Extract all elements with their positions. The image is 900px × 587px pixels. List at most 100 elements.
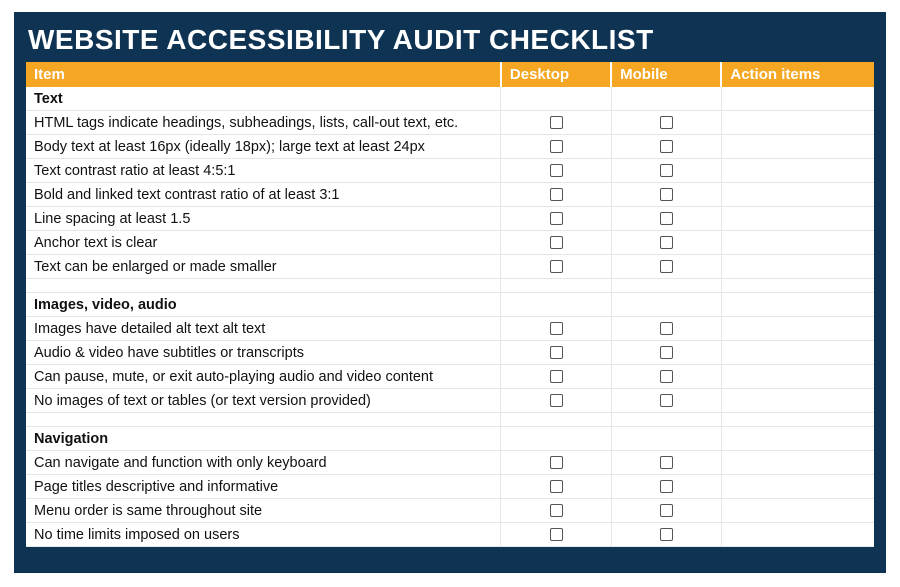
item-label: Images have detailed alt text alt text [26, 317, 501, 341]
item-label: HTML tags indicate headings, subheadings… [26, 111, 501, 135]
action-items-cell[interactable] [721, 111, 874, 135]
desktop-checkbox[interactable] [550, 188, 563, 201]
desktop-cell [501, 255, 611, 279]
action-items-cell[interactable] [721, 255, 874, 279]
item-label: Body text at least 16px (ideally 18px); … [26, 135, 501, 159]
mobile-checkbox[interactable] [660, 188, 673, 201]
page-title: WEBSITE ACCESSIBILITY AUDIT CHECKLIST [28, 24, 874, 56]
mobile-checkbox[interactable] [660, 370, 673, 383]
item-label: Anchor text is clear [26, 231, 501, 255]
section-row: Text [26, 87, 874, 111]
mobile-checkbox[interactable] [660, 140, 673, 153]
table-row: No images of text or tables (or text ver… [26, 389, 874, 413]
mobile-checkbox[interactable] [660, 212, 673, 225]
mobile-cell [611, 389, 721, 413]
empty-cell [501, 293, 611, 317]
mobile-checkbox[interactable] [660, 528, 673, 541]
mobile-checkbox[interactable] [660, 322, 673, 335]
action-items-cell[interactable] [721, 207, 874, 231]
action-items-cell[interactable] [721, 475, 874, 499]
table-row: Anchor text is clear [26, 231, 874, 255]
table-row: Can pause, mute, or exit auto-playing au… [26, 365, 874, 389]
table-row: Audio & video have subtitles or transcri… [26, 341, 874, 365]
desktop-cell [501, 499, 611, 523]
desktop-checkbox[interactable] [550, 394, 563, 407]
table-row: Images have detailed alt text alt text [26, 317, 874, 341]
table-row: Text can be enlarged or made smaller [26, 255, 874, 279]
desktop-cell [501, 523, 611, 547]
desktop-checkbox[interactable] [550, 236, 563, 249]
action-items-cell[interactable] [721, 317, 874, 341]
empty-cell [611, 413, 721, 427]
mobile-cell [611, 159, 721, 183]
action-items-cell[interactable] [721, 135, 874, 159]
action-items-cell[interactable] [721, 499, 874, 523]
table-row: Text contrast ratio at least 4:5:1 [26, 159, 874, 183]
checklist-table: Item Desktop Mobile Action items TextHTM… [26, 62, 874, 547]
empty-cell [26, 279, 501, 293]
desktop-checkbox[interactable] [550, 212, 563, 225]
action-items-cell[interactable] [721, 341, 874, 365]
table-row: Menu order is same throughout site [26, 499, 874, 523]
mobile-cell [611, 341, 721, 365]
action-items-cell[interactable] [721, 159, 874, 183]
mobile-checkbox[interactable] [660, 260, 673, 273]
desktop-checkbox[interactable] [550, 140, 563, 153]
empty-cell [501, 427, 611, 451]
desktop-cell [501, 365, 611, 389]
desktop-checkbox[interactable] [550, 116, 563, 129]
item-label: Can pause, mute, or exit auto-playing au… [26, 365, 501, 389]
desktop-cell [501, 389, 611, 413]
col-header-desktop: Desktop [501, 62, 611, 87]
mobile-cell [611, 183, 721, 207]
action-items-cell[interactable] [721, 231, 874, 255]
desktop-checkbox[interactable] [550, 322, 563, 335]
empty-cell [26, 413, 501, 427]
spacer-row [26, 413, 874, 427]
action-items-cell[interactable] [721, 183, 874, 207]
desktop-cell [501, 207, 611, 231]
empty-cell [611, 293, 721, 317]
desktop-cell [501, 135, 611, 159]
action-items-cell[interactable] [721, 523, 874, 547]
item-label: Can navigate and function with only keyb… [26, 451, 501, 475]
mobile-cell [611, 317, 721, 341]
desktop-checkbox[interactable] [550, 456, 563, 469]
section-name: Images, video, audio [26, 293, 501, 317]
desktop-checkbox[interactable] [550, 346, 563, 359]
desktop-checkbox[interactable] [550, 164, 563, 177]
action-items-cell[interactable] [721, 365, 874, 389]
item-label: No images of text or tables (or text ver… [26, 389, 501, 413]
desktop-checkbox[interactable] [550, 260, 563, 273]
table-header-row: Item Desktop Mobile Action items [26, 62, 874, 87]
mobile-cell [611, 255, 721, 279]
empty-cell [501, 279, 611, 293]
item-label: Page titles descriptive and informative [26, 475, 501, 499]
item-label: Text can be enlarged or made smaller [26, 255, 501, 279]
desktop-cell [501, 231, 611, 255]
empty-cell [721, 413, 874, 427]
mobile-checkbox[interactable] [660, 456, 673, 469]
spacer-row [26, 279, 874, 293]
mobile-checkbox[interactable] [660, 394, 673, 407]
action-items-cell[interactable] [721, 451, 874, 475]
desktop-checkbox[interactable] [550, 528, 563, 541]
desktop-cell [501, 341, 611, 365]
section-row: Navigation [26, 427, 874, 451]
table-row: No time limits imposed on users [26, 523, 874, 547]
table-row: Can navigate and function with only keyb… [26, 451, 874, 475]
item-label: Text contrast ratio at least 4:5:1 [26, 159, 501, 183]
mobile-checkbox[interactable] [660, 116, 673, 129]
mobile-checkbox[interactable] [660, 504, 673, 517]
action-items-cell[interactable] [721, 389, 874, 413]
mobile-checkbox[interactable] [660, 480, 673, 493]
mobile-checkbox[interactable] [660, 164, 673, 177]
desktop-checkbox[interactable] [550, 480, 563, 493]
mobile-cell [611, 207, 721, 231]
mobile-checkbox[interactable] [660, 236, 673, 249]
empty-cell [721, 279, 874, 293]
table-row: HTML tags indicate headings, subheadings… [26, 111, 874, 135]
mobile-checkbox[interactable] [660, 346, 673, 359]
desktop-checkbox[interactable] [550, 504, 563, 517]
desktop-checkbox[interactable] [550, 370, 563, 383]
